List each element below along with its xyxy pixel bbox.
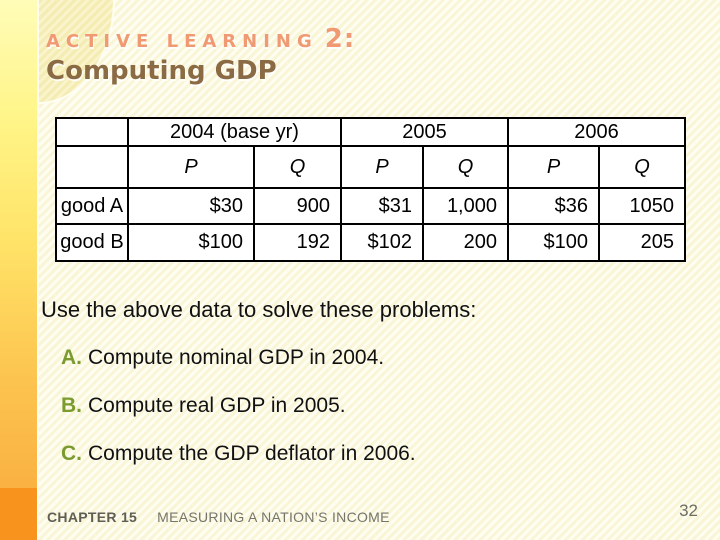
cell-value: 192 bbox=[253, 223, 342, 262]
corner-cell bbox=[55, 117, 129, 147]
table-row-years: 2004 (base yr) 2005 2006 bbox=[55, 117, 686, 147]
table-row-good-b: good B $100 192 $102 200 $100 205 bbox=[55, 223, 686, 262]
row-label: good B bbox=[55, 223, 129, 262]
gdp-data-table: 2004 (base yr) 2005 2006 P Q P Q P Q goo… bbox=[55, 117, 686, 262]
instruction-text: Use the above data to solve these proble… bbox=[41, 297, 477, 322]
slide-title: ACTIVE LEARNING 2: Computing GDP bbox=[46, 24, 355, 86]
year-header-2006: 2006 bbox=[507, 117, 686, 147]
cell-value: $31 bbox=[340, 187, 424, 225]
cell-value: 205 bbox=[598, 223, 686, 262]
list-text: Compute the GDP deflator in 2006. bbox=[88, 442, 416, 465]
list-letter: B. bbox=[61, 394, 82, 417]
cell-value: $100 bbox=[507, 223, 600, 262]
cell-value: $30 bbox=[127, 187, 255, 225]
chapter-label: CHAPTER 15 bbox=[47, 509, 138, 525]
cell-value: 1,000 bbox=[422, 187, 509, 225]
list-item-c: C. Compute the GDP deflator in 2006. bbox=[61, 442, 416, 466]
table-row-pq-headers: P Q P Q P Q bbox=[55, 145, 686, 189]
cell-value: 1050 bbox=[598, 187, 686, 225]
col-header-p: P bbox=[340, 145, 424, 189]
cell-value: $100 bbox=[127, 223, 255, 262]
footer: CHAPTER 15 MEASURING A NATION’S INCOME bbox=[47, 509, 390, 525]
year-header-2004: 2004 (base yr) bbox=[127, 117, 342, 147]
empty-cell bbox=[55, 145, 129, 189]
col-header-q: Q bbox=[598, 145, 686, 189]
list-item-a: A. Compute nominal GDP in 2004. bbox=[61, 346, 416, 370]
list-text: Compute real GDP in 2005. bbox=[88, 394, 346, 417]
col-header-p: P bbox=[127, 145, 255, 189]
cell-value: $102 bbox=[340, 223, 424, 262]
cell-value: 200 bbox=[422, 223, 509, 262]
left-gradient-bar bbox=[0, 0, 39, 540]
problem-list: A. Compute nominal GDP in 2004. B. Compu… bbox=[61, 346, 416, 490]
title-kicker-line: ACTIVE LEARNING 2: bbox=[46, 24, 355, 54]
table-row-good-a: good A $30 900 $31 1,000 $36 1050 bbox=[55, 187, 686, 225]
col-header-p: P bbox=[507, 145, 600, 189]
year-header-2005: 2005 bbox=[340, 117, 509, 147]
book-title: MEASURING A NATION’S INCOME bbox=[157, 509, 390, 525]
page-number: 32 bbox=[679, 501, 698, 520]
footer-orange-square bbox=[0, 488, 37, 540]
col-header-q: Q bbox=[253, 145, 342, 189]
page-title: Computing GDP bbox=[46, 56, 277, 86]
list-letter: C. bbox=[61, 442, 82, 465]
list-letter: A. bbox=[61, 346, 82, 369]
row-label: good A bbox=[55, 187, 129, 225]
col-header-q: Q bbox=[422, 145, 509, 189]
kicker-number: 2: bbox=[324, 24, 356, 54]
cell-value: $36 bbox=[507, 187, 600, 225]
list-item-b: B. Compute real GDP in 2005. bbox=[61, 394, 416, 418]
list-text: Compute nominal GDP in 2004. bbox=[88, 346, 385, 369]
cell-value: 900 bbox=[253, 187, 342, 225]
kicker-text: ACTIVE LEARNING bbox=[46, 31, 318, 52]
